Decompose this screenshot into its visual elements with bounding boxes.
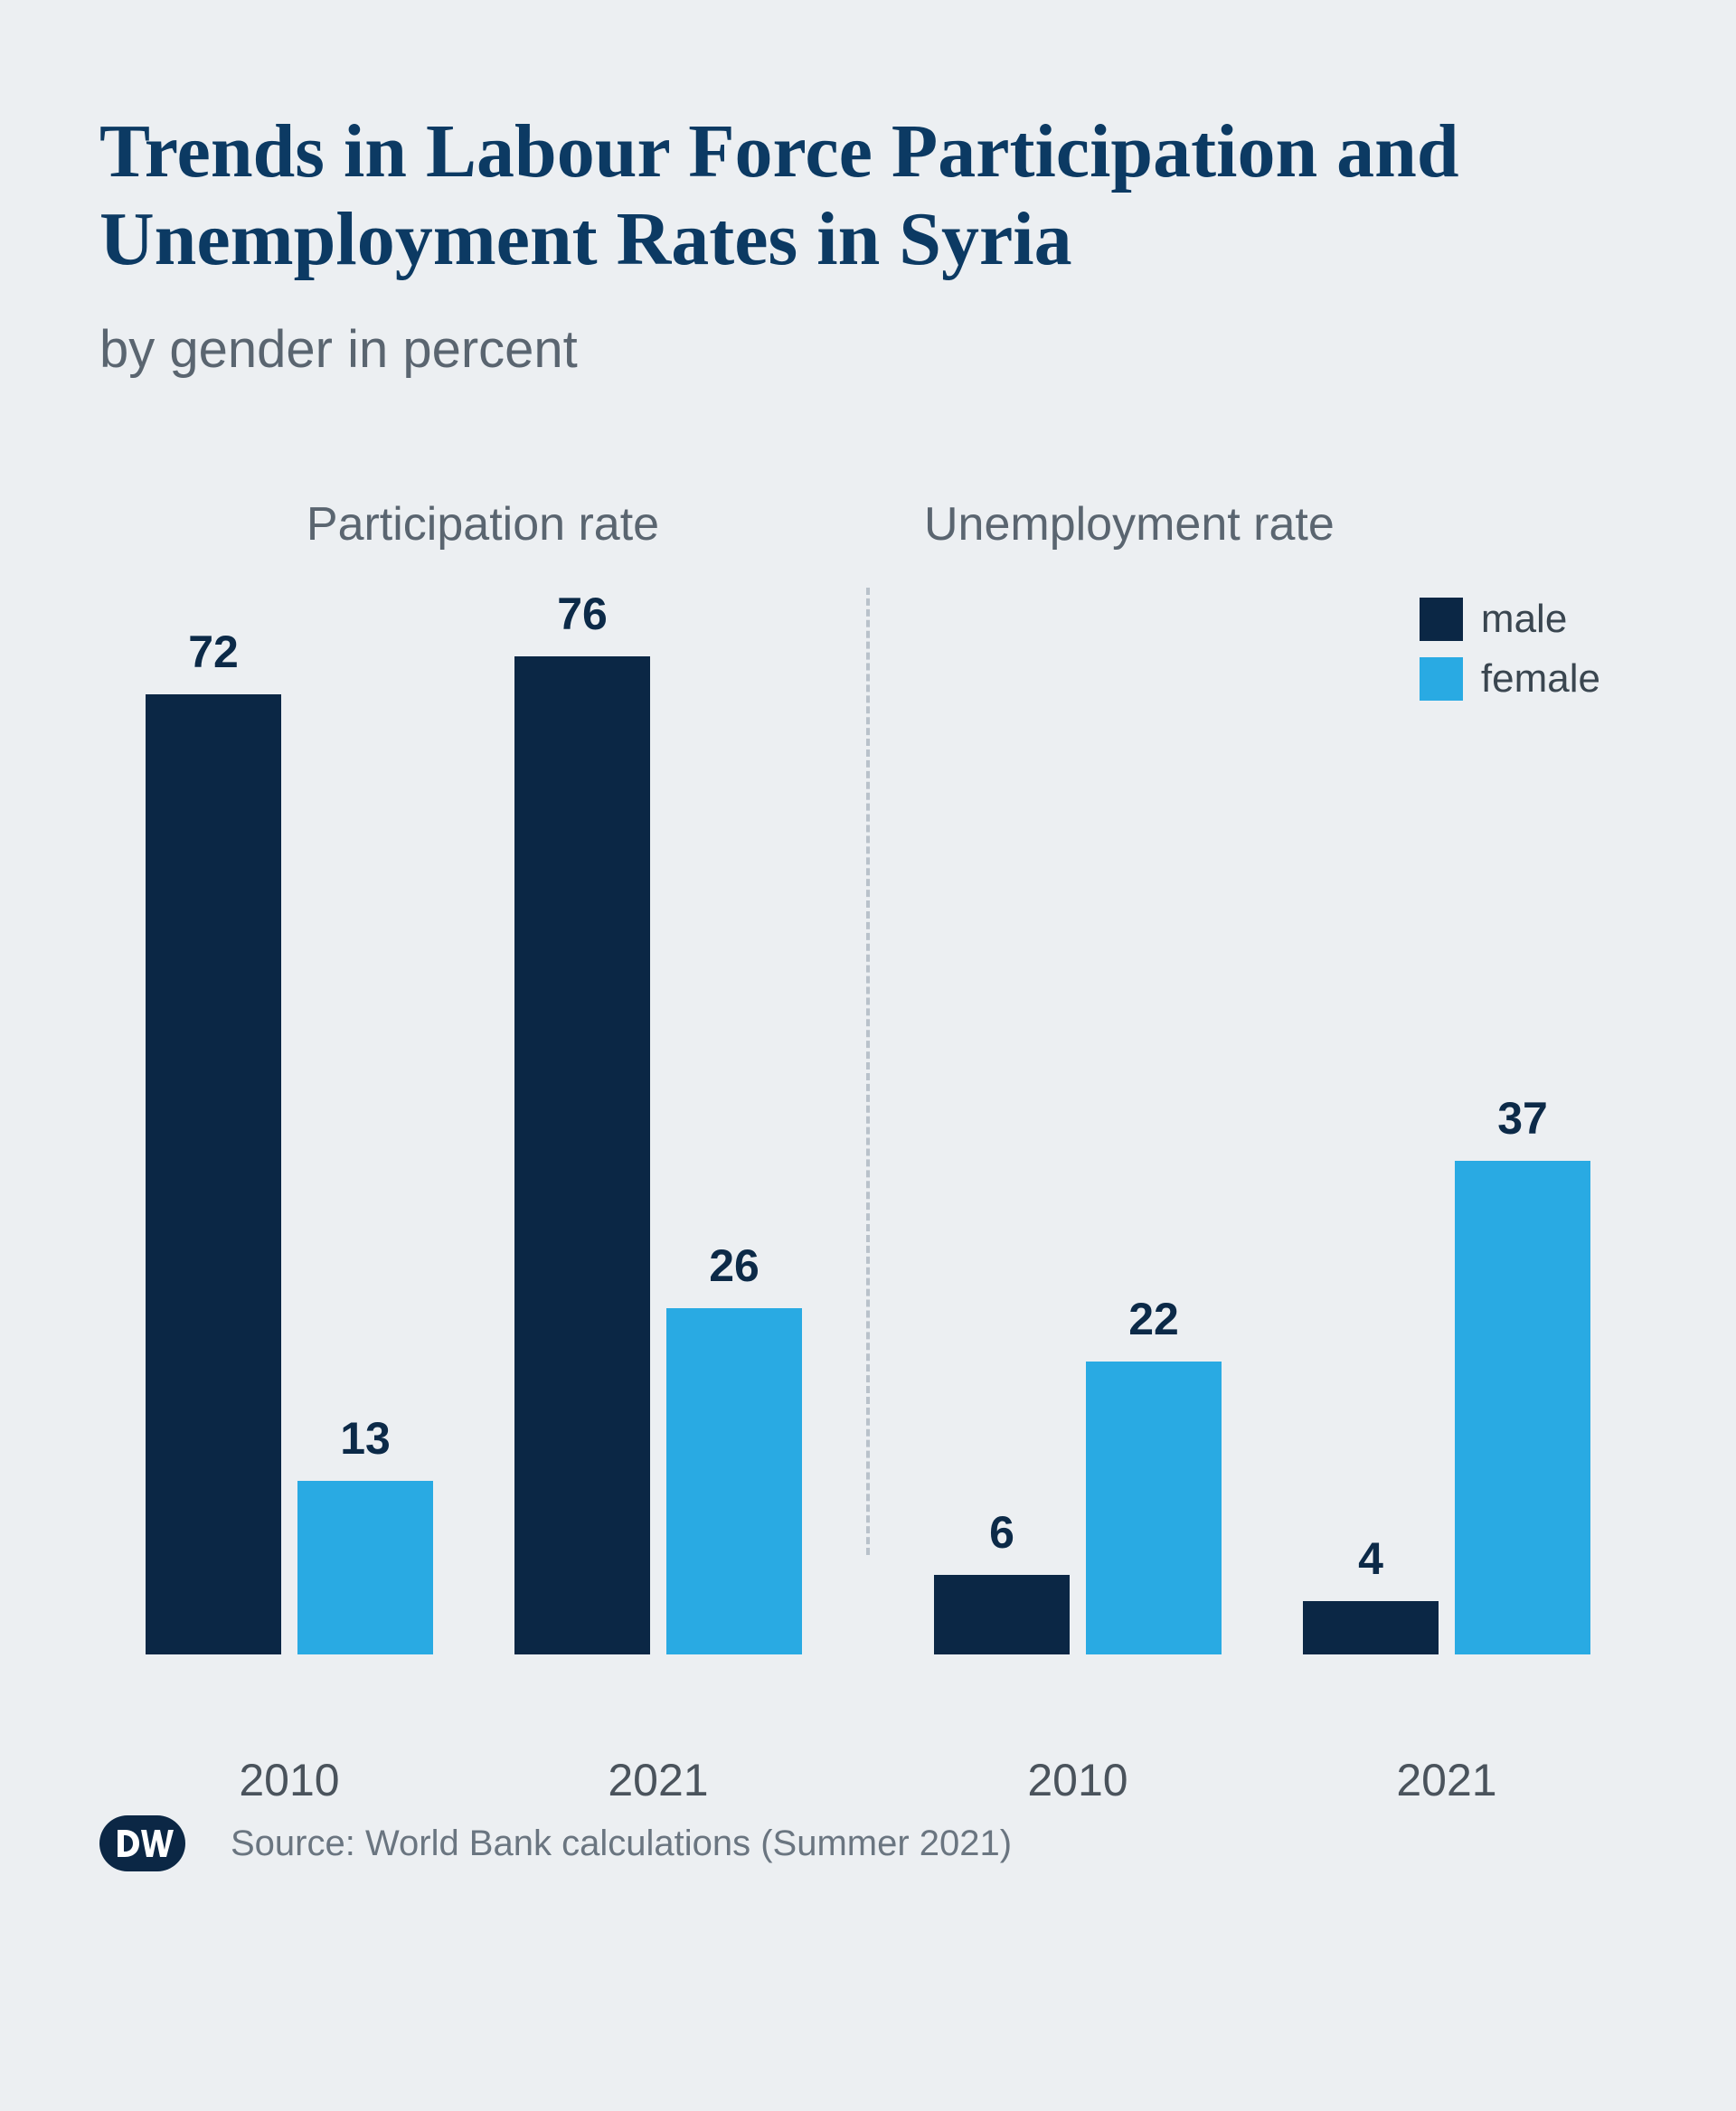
panel-divider	[866, 588, 870, 1555]
bar-value-label: 22	[1128, 1293, 1179, 1345]
xaxis-group: 2010	[934, 1754, 1222, 1806]
bar-wrap: 72	[146, 588, 281, 1654]
chart-title: Trends in Labour Force Participation and…	[99, 108, 1637, 283]
bar-wrap: 26	[666, 588, 802, 1654]
bar-value-label: 37	[1497, 1092, 1548, 1145]
xaxis-group: 2010	[146, 1754, 433, 1806]
xaxis-label: 2010	[1027, 1754, 1127, 1806]
source-text: Source: World Bank calculations (Summer …	[231, 1824, 1012, 1864]
bar-group: 72 13	[146, 588, 433, 1654]
charts-row: Participation rate 72 13 76 26 Unemployment r…	[99, 497, 1637, 1654]
female-bar	[1455, 1161, 1590, 1654]
x-axis-row: 2010 2021 2010 2021	[99, 1754, 1637, 1806]
chart-subtitle: by gender in percent	[99, 319, 1637, 380]
chart-panel: Unemployment ratemalefemale622437	[888, 497, 1637, 1654]
bar-value-label: 76	[557, 588, 608, 640]
bar-group: 4 37	[1303, 588, 1590, 1654]
xaxis-group: 2021	[1303, 1754, 1590, 1806]
bar-wrap: 6	[934, 588, 1070, 1654]
infographic-card: Trends in Labour Force Participation and…	[0, 0, 1736, 1953]
plot-area: 72 13 76 26	[99, 588, 848, 1654]
xaxis-panel: 2010 2021	[99, 1754, 848, 1806]
xaxis-group: 2021	[514, 1754, 802, 1806]
bar-wrap: 4	[1303, 588, 1439, 1654]
bar-value-label: 4	[1358, 1532, 1383, 1585]
female-bar	[1086, 1362, 1222, 1655]
male-bar	[934, 1575, 1070, 1655]
xaxis-label: 2021	[1396, 1754, 1496, 1806]
bar-value-label: 13	[340, 1412, 391, 1465]
bar-wrap: 13	[297, 588, 433, 1654]
xaxis-label: 2021	[608, 1754, 708, 1806]
dw-logo-icon	[99, 1815, 185, 1871]
male-bar	[1303, 1601, 1439, 1654]
male-bar	[514, 656, 650, 1654]
bar-group: 76 26	[514, 588, 802, 1654]
bar-wrap: 76	[514, 588, 650, 1654]
bar-wrap: 37	[1455, 588, 1590, 1654]
male-bar	[146, 694, 281, 1654]
bar-group: 6 22	[934, 588, 1222, 1654]
chart-panel: Participation rate 72 13 76 26	[99, 497, 848, 1654]
bar-value-label: 6	[989, 1506, 1014, 1559]
xaxis-panel: 2010 2021	[888, 1754, 1637, 1806]
female-bar	[297, 1481, 433, 1654]
xaxis-label: 2010	[239, 1754, 339, 1806]
female-bar	[666, 1308, 802, 1655]
xaxis-spacer	[848, 1754, 888, 1806]
bar-value-label: 72	[188, 626, 239, 678]
plot-area: malefemale622437	[888, 588, 1637, 1654]
charts-area: Participation rate 72 13 76 26 Unemployment r…	[99, 497, 1637, 1806]
footer: Source: World Bank calculations (Summer …	[99, 1815, 1637, 1871]
panel-title: Unemployment rate	[888, 497, 1637, 551]
bar-value-label: 26	[709, 1239, 760, 1292]
panel-title: Participation rate	[99, 497, 848, 551]
bar-wrap: 22	[1086, 588, 1222, 1654]
